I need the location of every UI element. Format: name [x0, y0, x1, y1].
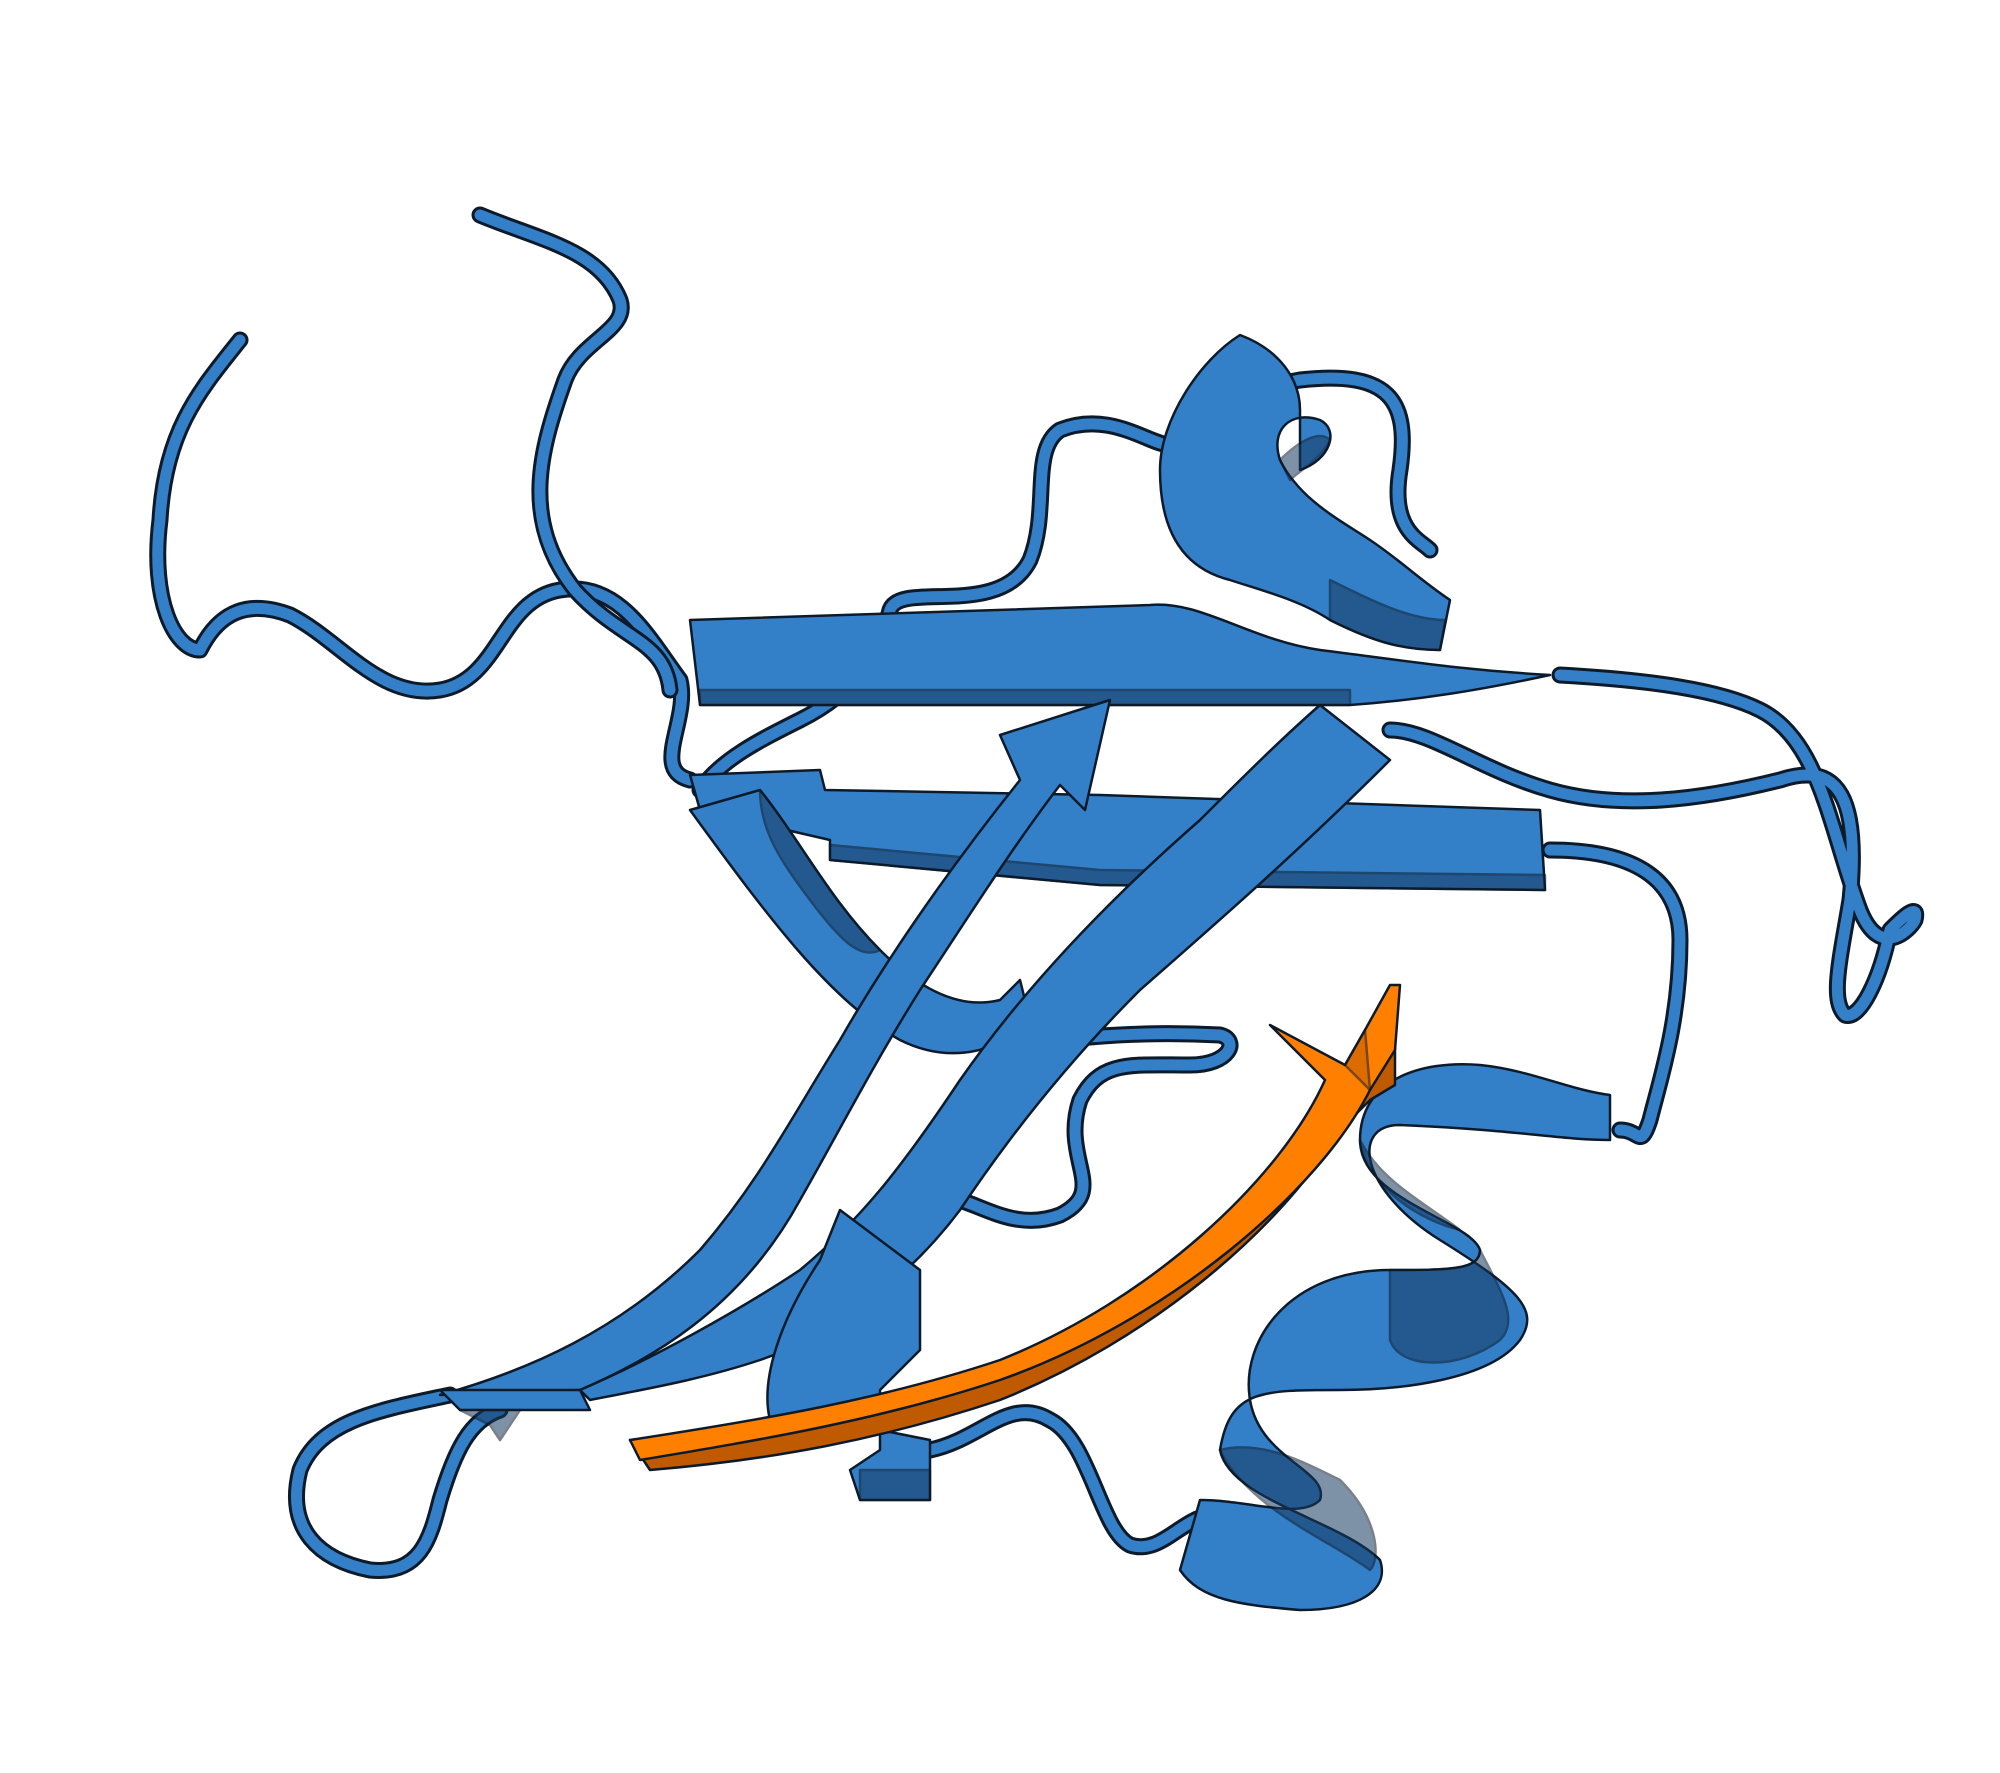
- alpha-helix-top: [1158, 333, 1452, 652]
- coil-top-long: [471, 206, 679, 699]
- coil-right-hairpin: [1381, 666, 1925, 1024]
- beta-strand-lower-fragment: [766, 1208, 932, 1502]
- beta-strand-bottom-left-base: [438, 1388, 592, 1412]
- coil-right-to-helix: [1541, 841, 1689, 1145]
- coil-bottom-left-loop: [288, 1386, 509, 1579]
- coil-middle-loop: [951, 1025, 1239, 1229]
- coil-bottom-to-helix: [921, 1404, 1219, 1556]
- beta-strand-diagonal-right: [578, 703, 1392, 1402]
- beta-strands: [438, 603, 1552, 1502]
- coil-n-terminal-left: [149, 331, 699, 789]
- beta-strand-top: [688, 603, 1552, 707]
- alpha-helix-lower-right: [1178, 1063, 1612, 1612]
- highlighted-beta-strand: [628, 983, 1402, 1472]
